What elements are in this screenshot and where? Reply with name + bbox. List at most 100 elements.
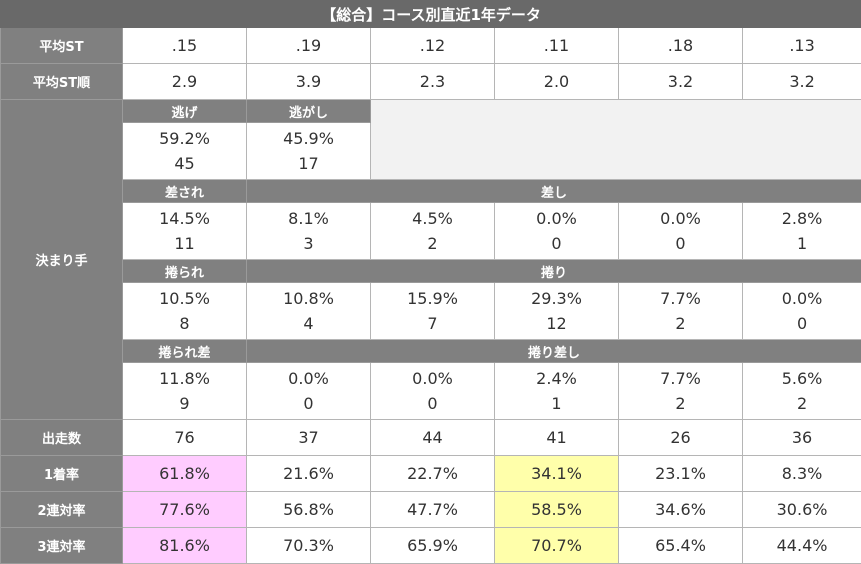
count-value: 2 xyxy=(619,311,742,336)
pct-value: 0.0% xyxy=(743,286,861,311)
pct-value: 2.4% xyxy=(495,366,618,391)
pct-value: 2.8% xyxy=(743,206,861,231)
avg-st-rank-value: 2.3 xyxy=(371,64,495,100)
kimarite-sasare-cell: 14.5% 11 xyxy=(123,203,247,260)
kimarite-sasare-label: 差され xyxy=(123,180,247,203)
count-value: 0 xyxy=(619,231,742,256)
count-value: 0 xyxy=(247,391,370,416)
count-value: 4 xyxy=(247,311,370,336)
count-value: 12 xyxy=(495,311,618,336)
count-value: 0 xyxy=(495,231,618,256)
pct-value: 59.2% xyxy=(123,126,246,151)
starts-value: 76 xyxy=(123,420,247,456)
avg-st-rank-value: 3.2 xyxy=(743,64,861,100)
starts-value: 26 xyxy=(619,420,743,456)
kimarite-sashi-cell: 0.0%0 xyxy=(495,203,619,260)
kimarite-makuri-sashi-cell: 0.0%0 xyxy=(247,363,371,420)
quinella-rate-value: 77.6% xyxy=(123,492,247,528)
kimarite-makuri-sashi-label: 捲り差し xyxy=(247,340,861,363)
win-rate-value: 22.7% xyxy=(371,456,495,492)
quinella-rate-value: 56.8% xyxy=(247,492,371,528)
pct-value: 29.3% xyxy=(495,286,618,311)
count-value: 0 xyxy=(743,311,861,336)
kimarite-makuri-cell: 7.7%2 xyxy=(619,283,743,340)
pct-value: 0.0% xyxy=(247,366,370,391)
table-row: 平均ST順 2.9 3.9 2.3 2.0 3.2 3.2 xyxy=(1,64,861,100)
row-label-kimarite: 決まり手 xyxy=(1,100,123,420)
pct-value: 11.8% xyxy=(123,366,246,391)
kimarite-makuri-cell: 10.8%4 xyxy=(247,283,371,340)
starts-value: 41 xyxy=(495,420,619,456)
table-row: 出走数 76 37 44 41 26 36 xyxy=(1,420,861,456)
pct-value: 10.5% xyxy=(123,286,246,311)
avg-st-value: .19 xyxy=(247,28,371,64)
count-value: 2 xyxy=(743,391,861,416)
avg-st-value: .15 xyxy=(123,28,247,64)
avg-st-rank-value: 3.2 xyxy=(619,64,743,100)
win-rate-value: 61.8% xyxy=(123,456,247,492)
kimarite-makuri-sashi-cell: 2.4%1 xyxy=(495,363,619,420)
pct-value: 7.7% xyxy=(619,286,742,311)
pct-value: 5.6% xyxy=(743,366,861,391)
pct-value: 0.0% xyxy=(619,206,742,231)
kimarite-makurare-cell: 10.5% 8 xyxy=(123,283,247,340)
trio-rate-value: 70.7% xyxy=(495,528,619,564)
table-title: 【総合】コース別直近1年データ xyxy=(1,1,861,28)
count-value: 11 xyxy=(123,231,246,256)
quinella-rate-value: 58.5% xyxy=(495,492,619,528)
count-value: 0 xyxy=(371,391,494,416)
row-label-trio-rate: 3連対率 xyxy=(1,528,123,564)
row-label-avg-st: 平均ST xyxy=(1,28,123,64)
count-value: 45 xyxy=(123,151,246,176)
kimarite-sashi-cell: 8.1%3 xyxy=(247,203,371,260)
pct-value: 4.5% xyxy=(371,206,494,231)
quinella-rate-value: 30.6% xyxy=(743,492,861,528)
row-label-quinella-rate: 2連対率 xyxy=(1,492,123,528)
kimarite-nigashi-label: 逃がし xyxy=(247,100,371,123)
table-row: 3連対率 81.6% 70.3% 65.9% 70.7% 65.4% 44.4% xyxy=(1,528,861,564)
pct-value: 0.0% xyxy=(495,206,618,231)
kimarite-makuri-sashi-cell: 5.6%2 xyxy=(743,363,861,420)
row-label-avg-st-rank: 平均ST順 xyxy=(1,64,123,100)
avg-st-rank-value: 2.9 xyxy=(123,64,247,100)
count-value: 2 xyxy=(619,391,742,416)
kimarite-makuri-label: 捲り xyxy=(247,260,861,283)
kimarite-sashi-cell: 0.0%0 xyxy=(619,203,743,260)
avg-st-rank-value: 2.0 xyxy=(495,64,619,100)
kimarite-nigashi-cell: 45.9% 17 xyxy=(247,123,371,180)
kimarite-makuri-sashi-cell: 0.0%0 xyxy=(371,363,495,420)
pct-value: 15.9% xyxy=(371,286,494,311)
count-value: 3 xyxy=(247,231,370,256)
empty-cell xyxy=(371,100,861,180)
avg-st-value: .11 xyxy=(495,28,619,64)
starts-value: 37 xyxy=(247,420,371,456)
kimarite-nige-cell: 59.2% 45 xyxy=(123,123,247,180)
avg-st-rank-value: 3.9 xyxy=(247,64,371,100)
kimarite-sashi-cell: 4.5%2 xyxy=(371,203,495,260)
count-value: 2 xyxy=(371,231,494,256)
starts-value: 44 xyxy=(371,420,495,456)
kimarite-sashi-label: 差し xyxy=(247,180,861,203)
count-value: 1 xyxy=(495,391,618,416)
trio-rate-value: 65.4% xyxy=(619,528,743,564)
starts-value: 36 xyxy=(743,420,861,456)
kimarite-sashi-cell: 2.8%1 xyxy=(743,203,861,260)
kimarite-makuri-cell: 0.0%0 xyxy=(743,283,861,340)
trio-rate-value: 44.4% xyxy=(743,528,861,564)
pct-value: 14.5% xyxy=(123,206,246,231)
count-value: 1 xyxy=(743,231,861,256)
win-rate-value: 21.6% xyxy=(247,456,371,492)
kimarite-makuri-cell: 29.3%12 xyxy=(495,283,619,340)
row-label-starts: 出走数 xyxy=(1,420,123,456)
count-value: 7 xyxy=(371,311,494,336)
avg-st-value: .18 xyxy=(619,28,743,64)
quinella-rate-value: 47.7% xyxy=(371,492,495,528)
avg-st-value: .12 xyxy=(371,28,495,64)
count-value: 8 xyxy=(123,311,246,336)
row-label-win-rate: 1着率 xyxy=(1,456,123,492)
trio-rate-value: 65.9% xyxy=(371,528,495,564)
pct-value: 7.7% xyxy=(619,366,742,391)
kimarite-makurare-sashi-cell: 11.8% 9 xyxy=(123,363,247,420)
avg-st-value: .13 xyxy=(743,28,861,64)
